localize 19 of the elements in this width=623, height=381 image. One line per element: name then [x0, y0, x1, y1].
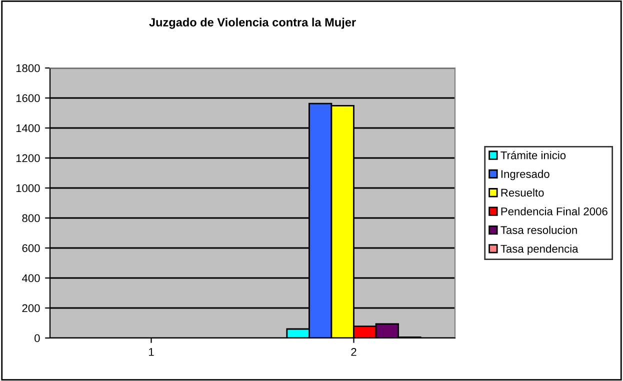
- y-tick-label: 800: [22, 214, 40, 222]
- y-tick-label: 1800: [16, 64, 40, 72]
- chart-title: Juzgado de Violencia contra la Mujer: [149, 18, 356, 29]
- legend-label: Trámite inicio: [500, 150, 566, 160]
- legend-label: Ingresado: [501, 170, 550, 180]
- y-tick-label: 1600: [16, 94, 40, 102]
- x-tick-label: 1: [149, 348, 154, 356]
- y-tick-label: 1000: [16, 184, 40, 192]
- y-tick-label: 1200: [16, 154, 40, 162]
- legend-label: Tasa pendencia: [500, 244, 578, 255]
- y-tick-label: 0: [34, 334, 40, 342]
- y-tick-label: 400: [22, 274, 40, 282]
- legend-label: Resuelto: [501, 188, 544, 197]
- y-tick-label: 600: [22, 244, 40, 252]
- legend-label: Tasa resolucion: [500, 226, 577, 234]
- x-tick-label: 2: [351, 348, 356, 356]
- y-tick-label: 200: [22, 304, 40, 312]
- legend-label: Pendencia Final 2006: [501, 207, 608, 216]
- y-tick-label: 1400: [16, 124, 40, 132]
